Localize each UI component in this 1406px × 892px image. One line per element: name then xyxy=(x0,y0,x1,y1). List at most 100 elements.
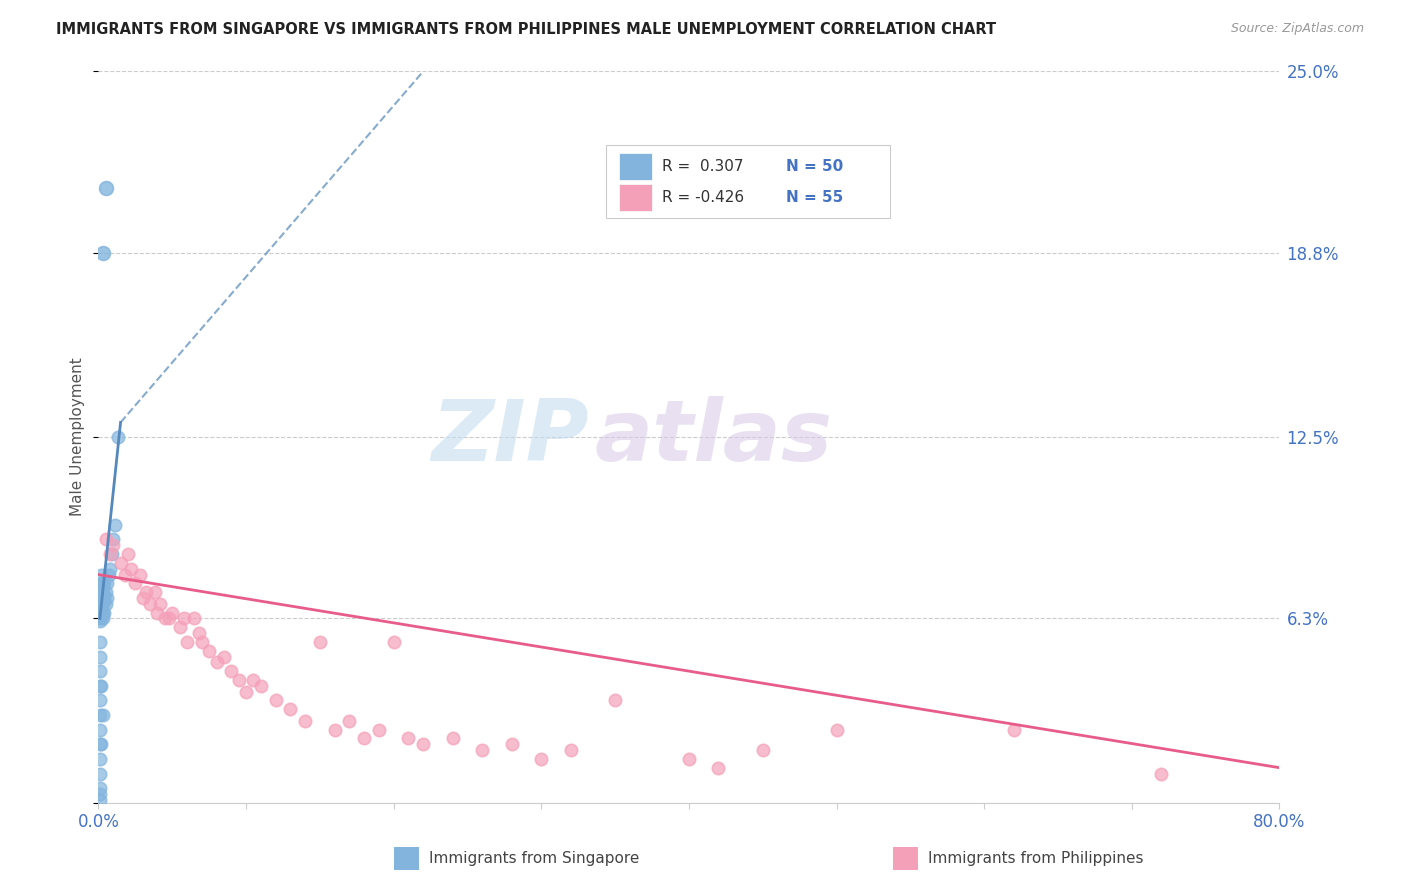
Point xyxy=(89,615,111,629)
Point xyxy=(605,693,627,707)
Point xyxy=(110,556,132,570)
Point xyxy=(825,723,848,737)
Point xyxy=(89,603,111,617)
Point xyxy=(117,547,139,561)
Point xyxy=(89,781,111,796)
Point xyxy=(560,743,582,757)
Point xyxy=(187,626,209,640)
Point xyxy=(97,567,120,582)
Point xyxy=(94,585,117,599)
Point xyxy=(471,743,494,757)
Point xyxy=(176,635,198,649)
Point xyxy=(98,547,121,561)
Point xyxy=(103,533,125,547)
Point xyxy=(91,585,114,599)
Point xyxy=(353,731,375,746)
Point xyxy=(103,538,125,552)
Point xyxy=(89,608,111,623)
Point xyxy=(90,585,112,599)
Point xyxy=(183,611,205,625)
Point xyxy=(104,517,127,532)
Point xyxy=(128,567,150,582)
Point xyxy=(89,649,111,664)
Point xyxy=(91,708,114,723)
Point xyxy=(280,702,302,716)
FancyBboxPatch shape xyxy=(619,185,652,211)
Point xyxy=(412,737,434,751)
Point xyxy=(96,591,118,605)
Point xyxy=(89,606,111,620)
Point xyxy=(143,585,166,599)
Point xyxy=(90,611,112,625)
Point xyxy=(382,635,405,649)
Point xyxy=(752,743,775,757)
Point xyxy=(309,635,332,649)
Point xyxy=(94,597,117,611)
Point xyxy=(1002,723,1025,737)
Point xyxy=(242,673,264,687)
Point xyxy=(91,611,114,625)
Point xyxy=(205,656,228,670)
Point xyxy=(173,611,195,625)
Point xyxy=(149,597,172,611)
Point xyxy=(89,693,111,707)
Point xyxy=(93,591,115,605)
Point xyxy=(501,737,523,751)
Point xyxy=(132,591,155,605)
Point xyxy=(89,737,111,751)
Point xyxy=(323,723,346,737)
Point xyxy=(90,599,112,614)
Point xyxy=(235,684,257,698)
Point xyxy=(89,793,111,807)
Point xyxy=(114,567,136,582)
Point xyxy=(89,599,111,614)
Point xyxy=(89,723,111,737)
Text: N = 55: N = 55 xyxy=(786,190,844,205)
Point xyxy=(678,752,700,766)
Point xyxy=(228,673,250,687)
Point xyxy=(120,562,142,576)
Point xyxy=(89,597,111,611)
Point xyxy=(139,597,162,611)
Point xyxy=(90,576,112,591)
Point xyxy=(91,606,114,620)
Point xyxy=(198,643,221,657)
Point xyxy=(124,576,146,591)
Text: N = 50: N = 50 xyxy=(786,159,844,174)
Text: R = -0.426: R = -0.426 xyxy=(662,190,744,205)
Point xyxy=(221,664,243,678)
Point xyxy=(146,606,169,620)
Text: atlas: atlas xyxy=(595,395,832,479)
Point xyxy=(162,606,183,620)
Point xyxy=(294,714,316,728)
Point xyxy=(107,430,129,444)
Y-axis label: Male Unemployment: Male Unemployment xyxy=(70,358,86,516)
Point xyxy=(93,606,115,620)
Point xyxy=(1150,766,1173,780)
Point xyxy=(530,752,553,766)
Point xyxy=(89,635,111,649)
Point xyxy=(89,787,111,801)
Point xyxy=(441,731,464,746)
Point xyxy=(94,533,117,547)
Point xyxy=(94,181,117,195)
Point xyxy=(135,585,157,599)
Point xyxy=(93,576,115,591)
FancyBboxPatch shape xyxy=(619,153,652,180)
Point xyxy=(153,611,176,625)
Point xyxy=(98,562,121,576)
Point xyxy=(169,620,191,634)
Text: Source: ZipAtlas.com: Source: ZipAtlas.com xyxy=(1230,22,1364,36)
Point xyxy=(89,752,111,766)
Point xyxy=(90,591,112,605)
Text: Immigrants from Singapore: Immigrants from Singapore xyxy=(429,851,640,865)
Point xyxy=(90,737,112,751)
Text: ZIP: ZIP xyxy=(430,395,589,479)
Point xyxy=(707,761,730,775)
Point xyxy=(89,611,111,625)
Point xyxy=(250,679,273,693)
Point xyxy=(90,567,112,582)
Point xyxy=(90,597,112,611)
Point xyxy=(398,731,420,746)
FancyBboxPatch shape xyxy=(606,145,890,218)
